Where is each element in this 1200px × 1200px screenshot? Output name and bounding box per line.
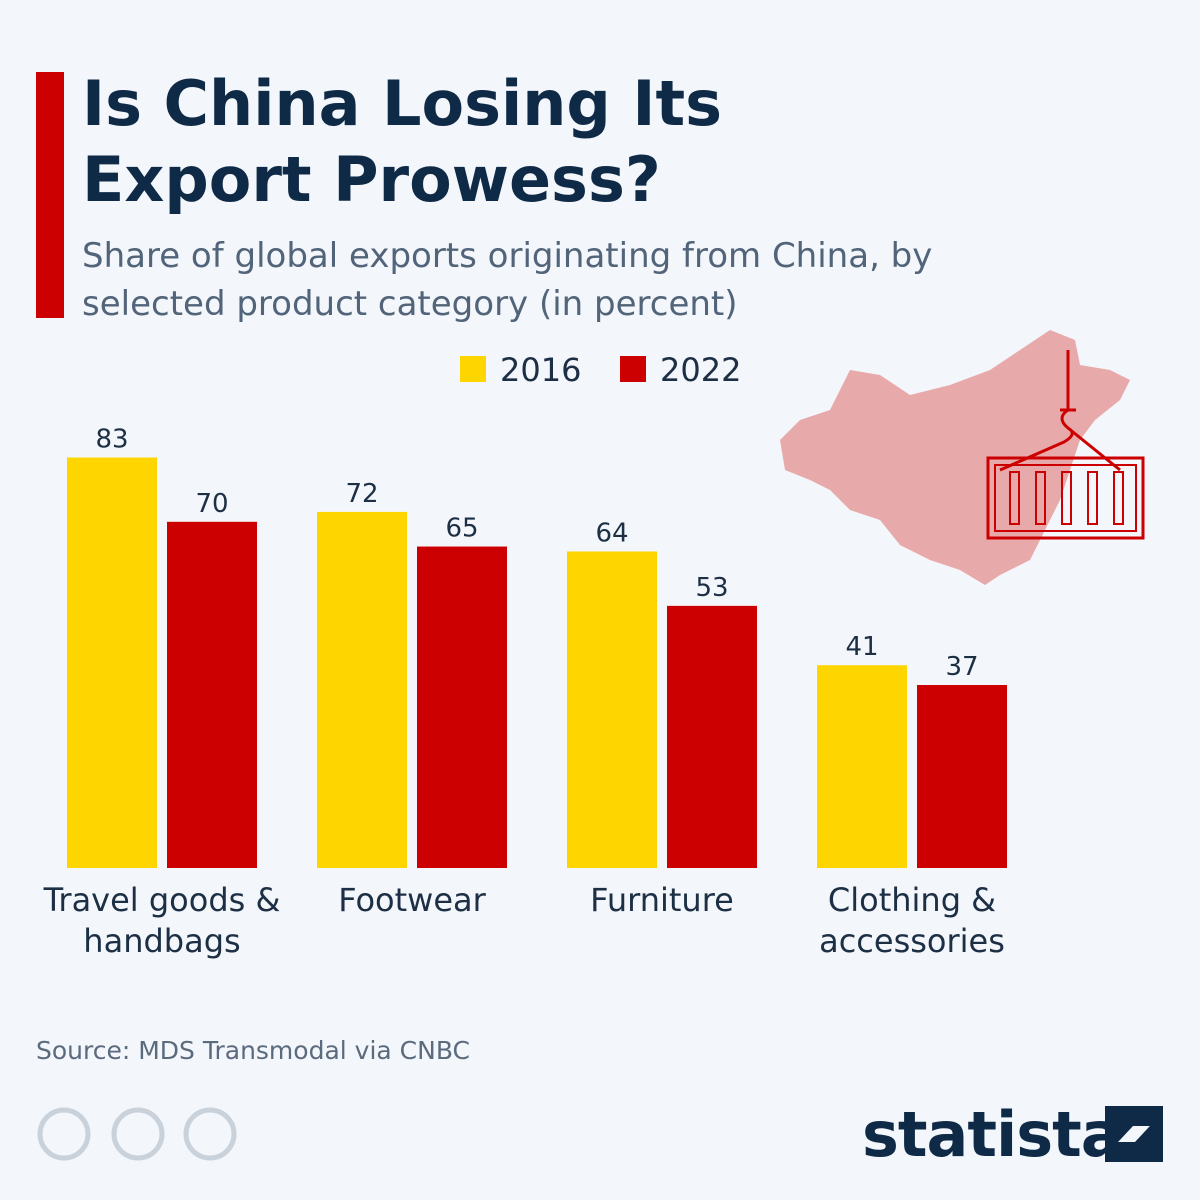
category-label: Furniture [590,881,734,919]
bar [667,605,757,868]
value-label: 41 [845,632,878,662]
bar [67,457,157,868]
value-label: 53 [695,573,728,603]
brand: statista [862,1098,1123,1171]
bar [817,665,907,868]
category-label: Footwear [338,881,486,919]
title: Is China Losing Its Export Prowess? [82,67,722,216]
legend-swatch [620,356,646,382]
value-label: 64 [595,518,628,548]
value-label: 37 [945,652,978,682]
brand-logo [1105,1106,1163,1162]
source: Source: MDS Transmodal via CNBC [36,1036,470,1065]
value-label: 83 [95,425,128,455]
bar [167,521,257,868]
license-icons [37,1107,237,1161]
category-label: Clothing & accessories [819,881,1005,960]
legend-swatch [460,356,486,382]
bar [317,511,407,868]
value-label: 72 [345,479,378,509]
accent-bar [36,72,64,318]
value-label: 65 [445,514,478,544]
value-label: 70 [195,489,228,519]
legend-label: 2016 [500,351,581,389]
category-label: Travel goods & handbags [43,881,281,960]
legend-label: 2022 [660,351,741,389]
bar [917,685,1007,868]
subtitle: Share of global exports originating from… [82,236,933,324]
bar [417,546,507,868]
china-map [780,330,1145,585]
bar [567,551,657,868]
